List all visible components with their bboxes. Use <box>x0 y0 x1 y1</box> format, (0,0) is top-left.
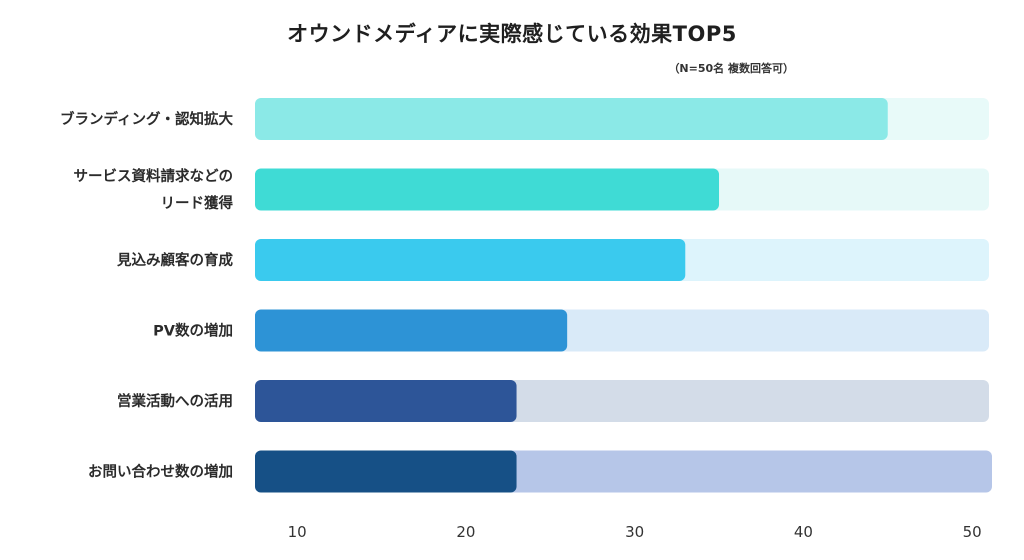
chart-title: オウンドメディアに実際感じている効果TOP5 <box>287 22 737 46</box>
category-label: ブランディング・認知拡大 <box>60 110 233 128</box>
category-label: リード獲得 <box>161 194 234 212</box>
category-label: PV数の増加 <box>153 322 233 340</box>
x-tick-label: 50 <box>963 523 982 541</box>
category-label: お問い合わせ数の増加 <box>88 463 233 481</box>
category-label: 営業活動への活用 <box>117 392 233 410</box>
bar <box>255 450 517 493</box>
bar <box>255 168 720 211</box>
x-tick-label: 30 <box>625 523 644 541</box>
category-label: サービス資料請求などの <box>74 167 234 185</box>
chart-subtitle: （N=50名 複数回答可） <box>668 62 794 75</box>
category-label: 見込み顧客の育成 <box>116 251 233 269</box>
x-tick-label: 20 <box>456 523 475 541</box>
bar <box>255 309 568 352</box>
x-tick-label: 40 <box>794 523 813 541</box>
bar <box>255 98 888 140</box>
bar <box>255 239 686 281</box>
bar <box>255 380 517 422</box>
x-tick-label: 10 <box>288 523 307 541</box>
